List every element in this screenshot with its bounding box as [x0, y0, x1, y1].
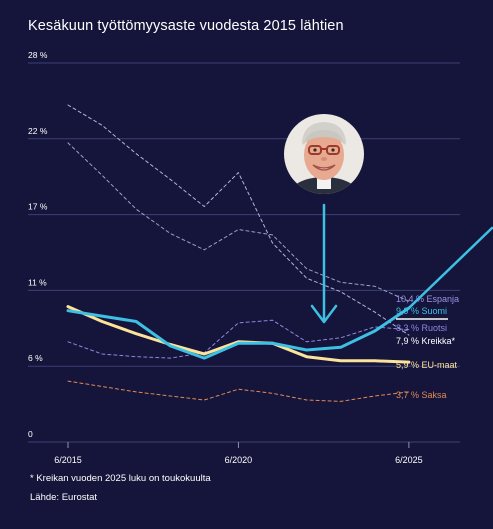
- gridlines: [28, 62, 460, 443]
- arrow-head: [310, 304, 338, 324]
- series-label-suomi: 9,9 % Suomi: [396, 306, 447, 316]
- series-label-kreikka: 7,9 % Kreikka*: [396, 336, 456, 346]
- y-tick-label: 28 %: [28, 50, 48, 60]
- series-line-saksa: [67, 380, 410, 402]
- y-tick-label: 0: [28, 429, 33, 439]
- series-lines: [66, 104, 411, 402]
- chart-title: Kesäkuun työttömyysaste vuodesta 2015 lä…: [28, 18, 344, 34]
- y-tick-label: 6 %: [28, 353, 43, 363]
- series-label-eu-maat: 5,9 % EU-maat: [396, 360, 458, 370]
- series-label-espanja: 10,4 % Espanja: [396, 294, 459, 304]
- source-note: Lähde: Eurostat: [30, 492, 98, 503]
- series-line-espanja: [67, 142, 410, 302]
- series-line-eu-maat: [66, 305, 411, 364]
- series-line-kreikka: [67, 104, 410, 336]
- series-labels: 9,9 % Suomi 5,9 % EU-maat 10,4 % Espanja 7,…: [396, 294, 459, 400]
- y-tick-label: 11 %: [28, 277, 47, 287]
- trend-extension-line: [407, 226, 493, 310]
- annotations: [310, 203, 493, 324]
- x-tick-label: 6/2025: [395, 455, 423, 465]
- footnote: * Kreikan vuoden 2025 luku on toukokuult…: [30, 473, 211, 484]
- y-tick-label: 17 %: [28, 202, 48, 212]
- series-label-saksa: 3,7 % Saksa: [396, 390, 447, 400]
- x-axis-ticks: 6/2015 6/2020 6/2025: [54, 442, 423, 465]
- x-tick-label: 6/2020: [225, 455, 253, 465]
- y-tick-label: 22 %: [28, 126, 48, 136]
- y-axis-ticks: 0 6 % 11 % 17 % 22 % 28 %: [28, 50, 48, 439]
- series-label-ruotsi: 8,3 % Ruotsi: [396, 323, 447, 333]
- x-tick-label: 6/2015: [54, 455, 82, 465]
- politician-portrait-icon: [284, 114, 364, 194]
- series-line-suomi: [66, 306, 411, 360]
